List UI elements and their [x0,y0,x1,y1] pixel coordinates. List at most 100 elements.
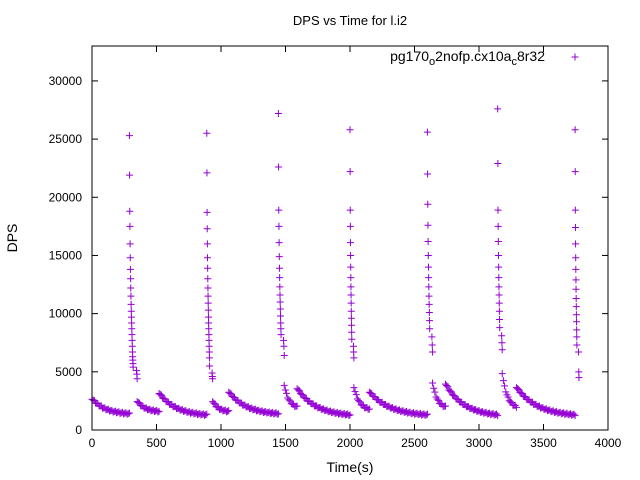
points-layer [88,105,583,420]
data-point [495,274,503,282]
data-point [422,411,430,419]
data-point [281,386,289,394]
data-point [348,321,356,329]
data-point [204,292,212,300]
data-point [275,239,283,247]
data-point [494,206,502,214]
data-point [348,328,356,336]
data-point [423,410,431,418]
data-point [425,283,433,291]
data-point [433,395,441,403]
legend-label-part: 2nofp.cx10a [435,48,511,64]
y-tick-label: 15000 [49,248,83,262]
data-point [365,405,373,413]
data-point [429,348,437,356]
y-tick-label: 10000 [49,307,83,321]
data-point [204,284,212,292]
data-point [570,410,578,418]
data-point [276,274,284,282]
data-point [280,381,288,389]
data-point [285,396,293,404]
data-point [346,239,354,247]
y-tick-label: 5000 [55,365,82,379]
x-tick-label: 3000 [466,436,493,450]
data-point [205,354,213,362]
data-point [571,126,579,134]
data-point [504,393,512,401]
data-point [345,411,353,419]
data-point [275,264,283,272]
data-point [203,225,211,233]
data-point [126,222,134,230]
data-point [424,221,432,229]
data-point [347,283,355,291]
data-point [283,389,291,397]
data-point [571,168,579,176]
data-point [446,387,454,395]
data-point [494,251,502,259]
x-tick-label: 1500 [272,436,299,450]
data-point [495,283,503,291]
data-point [493,410,501,418]
data-point [425,292,433,300]
data-point [204,306,212,314]
data-point [423,128,431,136]
data-point [127,300,135,308]
x-tick-label: 500 [146,436,166,450]
data-point [133,375,141,383]
data-point [276,283,284,291]
data-point [498,332,506,340]
data-point [572,240,580,248]
data-point [277,312,285,320]
data-point [210,399,218,407]
data-point [346,206,354,214]
y-tick-label: 0 [75,423,82,437]
data-point [498,339,506,347]
data-point [124,410,132,418]
data-point [203,129,211,137]
x-tick-label: 1000 [208,436,235,450]
data-point [496,324,504,332]
data-point [346,126,354,134]
x-tick-label: 2000 [337,436,364,450]
data-point [277,331,285,339]
data-point [347,274,355,282]
data-point [346,411,354,419]
data-point [204,275,212,283]
data-point [515,385,523,393]
data-point [347,314,355,322]
data-point [203,410,211,418]
data-point [498,370,506,378]
data-point [126,265,134,273]
data-point [425,274,433,282]
data-point [514,385,522,393]
data-point [495,263,503,271]
data-point [126,207,134,215]
data-point [428,341,436,349]
data-point [575,374,583,382]
plot-frame [91,45,609,431]
data-point [204,254,212,262]
x-tick-label: 2500 [401,436,428,450]
data-point [573,326,581,334]
data-point [126,171,134,179]
y-tick-label: 30000 [49,74,83,88]
data-point [430,384,438,392]
data-point [431,388,439,396]
data-point [424,200,432,208]
data-point [125,132,133,140]
data-point [350,354,358,362]
data-point [426,325,434,333]
data-point [276,291,284,299]
data-point [276,305,284,313]
data-point [346,222,354,230]
legend-label-part: pg170 [390,48,429,64]
data-point [274,410,282,418]
legend-marker [571,53,579,61]
legend-label-part: 8r32 [517,48,545,64]
data-point [225,407,233,415]
data-point [425,308,433,316]
data-point [355,397,363,405]
data-point [494,237,502,245]
data-point [293,402,301,410]
